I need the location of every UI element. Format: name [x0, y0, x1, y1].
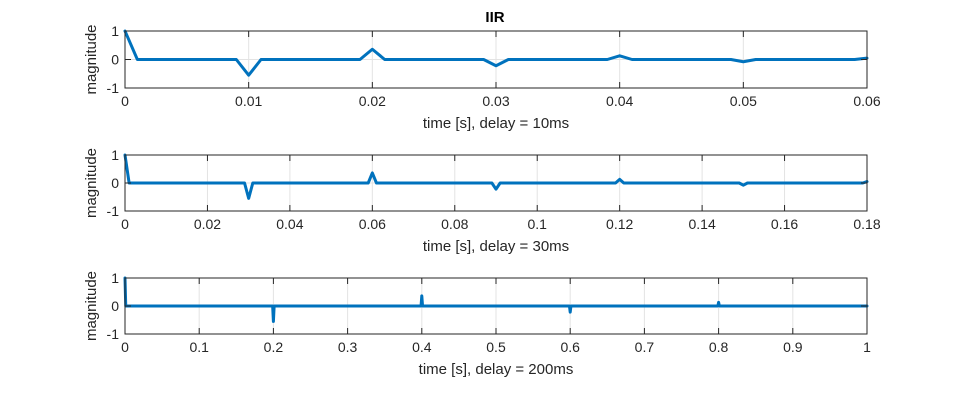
- x-tick-label: 0.6: [560, 339, 580, 355]
- y-tick-label: 1: [111, 270, 119, 286]
- x-tick-label: 0.05: [730, 93, 757, 109]
- x-tick-label: 0.8: [709, 339, 729, 355]
- series-line-1: [123, 276, 869, 323]
- y-axis-label: magnitude: [83, 24, 100, 94]
- y-tick-label: -1: [107, 80, 120, 96]
- subplot-2: 0 0.02 0.04 0.06 0.08 0.1 0.12 0.14 0.16 0.18-101…: [83, 147, 881, 255]
- x-tick-label: 0: [121, 339, 129, 355]
- y-tick-label: -1: [107, 326, 120, 342]
- x-tick-label: 1: [863, 339, 871, 355]
- x-tick-label: 0: [121, 93, 129, 109]
- x-tick-label: 0.04: [276, 216, 303, 232]
- x-tick-label: 0.1: [527, 216, 547, 232]
- y-tick-label: 1: [111, 23, 119, 39]
- x-tick-label: 0.2: [264, 339, 284, 355]
- y-tick-label: 0: [111, 175, 119, 191]
- x-tick-label: 0.01: [235, 93, 262, 109]
- figure-title: IIR: [485, 9, 504, 26]
- x-tick-label: 0.06: [359, 216, 386, 232]
- y-tick-label: -1: [107, 203, 120, 219]
- y-axis-label: magnitude: [83, 271, 100, 341]
- x-axis-label: time [s], delay = 30ms: [423, 238, 569, 255]
- x-tick-label: 0.04: [606, 93, 633, 109]
- x-tick-label: 0.02: [194, 216, 221, 232]
- x-tick-label: 0.9: [783, 339, 803, 355]
- x-tick-label: 0.7: [635, 339, 655, 355]
- x-tick-label: 0.02: [359, 93, 386, 109]
- x-tick-label: 0.08: [441, 216, 468, 232]
- x-tick-label: 0.12: [606, 216, 633, 232]
- y-tick-label: 0: [111, 298, 119, 314]
- x-axis-label: time [s], delay = 200ms: [419, 361, 574, 378]
- x-tick-label: 0.1: [189, 339, 209, 355]
- x-tick-label: 0: [121, 216, 129, 232]
- x-tick-label: 0.18: [853, 216, 880, 232]
- x-tick-label: 0.03: [482, 93, 509, 109]
- y-tick-label: 0: [111, 52, 119, 68]
- x-tick-label: 0.14: [688, 216, 715, 232]
- series-line-1: [123, 153, 869, 200]
- series-line-1: [123, 29, 869, 77]
- y-tick-label: 1: [111, 147, 119, 163]
- x-tick-label: 0.4: [412, 339, 432, 355]
- x-tick-label: 0.16: [771, 216, 798, 232]
- x-axis-label: time [s], delay = 10ms: [423, 115, 569, 132]
- x-tick-label: 0.5: [486, 339, 506, 355]
- x-tick-label: 0.06: [853, 93, 880, 109]
- x-tick-label: 0.3: [338, 339, 358, 355]
- y-axis-label: magnitude: [83, 148, 100, 218]
